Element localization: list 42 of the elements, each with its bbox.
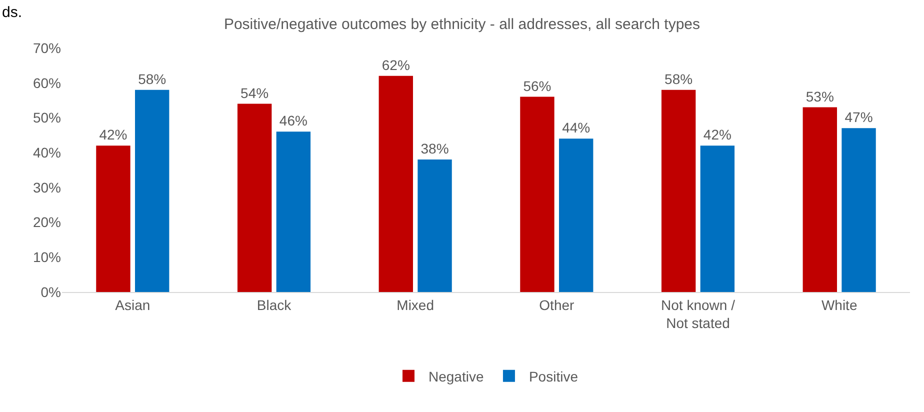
text: ds. [2,4,22,21]
data-label: 56% [523,78,552,94]
bar [802,107,837,292]
data-label: 62% [382,56,410,73]
y-tick-label: 0% [40,284,61,300]
x-tick-label: Black [256,296,292,313]
y-tick-label: 50% [32,110,61,126]
y-tick-label: 70% [32,40,61,56]
data-label: 58% [664,70,693,87]
data-label: 42% [99,126,128,143]
bar [842,128,876,292]
y-tick-label: 60% [32,74,61,91]
data-label: 47% [844,109,873,126]
bar [520,96,554,292]
legend-label: Negative [428,368,484,384]
data-label: 42% [703,126,732,143]
y-tick-label: 10% [32,249,61,266]
legend-label: Positive [528,368,578,384]
bar [276,132,311,292]
bar [96,146,130,292]
x-tick-label: Other [539,296,575,313]
data-label: 46% [279,112,308,129]
bar [237,104,272,292]
data-label: 58% [138,70,166,87]
data-label: 44% [562,120,590,136]
x-tick-label: White [821,296,858,313]
bar [661,90,696,292]
y-tick-label: 30% [32,179,61,196]
bar [700,146,735,292]
y-tick-label: 40% [32,144,61,160]
data-label: 54% [240,84,269,101]
bar [135,90,170,292]
chart-title: Positive/negative outcomes by ethnicity - all addresses, all search types [224,16,700,34]
data-label: 53% [806,88,834,104]
data-label: 38% [420,140,449,157]
bar [559,138,594,292]
x-tick-label: Asian [115,296,150,313]
bar [418,160,452,292]
bar [378,76,413,292]
x-tick-label: Not known / Not stated [661,296,736,331]
x-tick-label: Mixed [396,296,434,313]
y-tick-label: 20% [32,214,61,230]
